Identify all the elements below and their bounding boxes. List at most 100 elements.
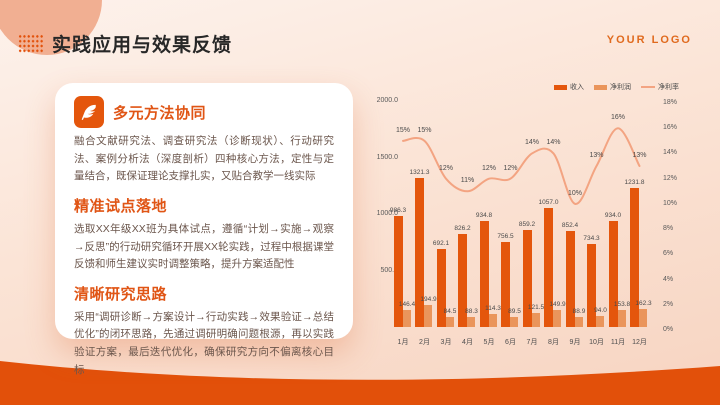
card-section: 清晰研究思路采用“调研诊断→方案设计→行动实践→效果验证→总结优化”的闭环思路，… <box>74 283 334 380</box>
y-axis-tick-label: 1000.0 <box>376 210 398 217</box>
legend-bar-swatch <box>594 84 607 90</box>
secondary-axis-tick-label: 14% <box>663 149 678 157</box>
revenue-chart: 收入 净利润 净利率 2000.0 1500.0 1000.0 500.0 18% 16% 14%… <box>372 78 716 354</box>
revenue-value-label: 734.3 <box>583 235 600 243</box>
y-axis-tick-label: 2000.0 <box>376 97 398 104</box>
legend-item: 收入 <box>554 82 584 92</box>
revenue-bar <box>522 229 532 327</box>
rate-value-label: 12% <box>481 164 496 172</box>
revenue-bar <box>501 241 510 327</box>
revenue-value-label: 1231.8 <box>624 178 645 186</box>
dots-grid-icon <box>18 34 44 53</box>
profit-bar <box>488 314 497 327</box>
profit-value-label: 94.0 <box>594 307 607 315</box>
secondary-axis-tick-label: 18% <box>663 99 678 106</box>
revenue-bar <box>436 248 446 327</box>
secondary-axis-tick-label: 12% <box>663 174 678 182</box>
revenue-value-label: 934.8 <box>475 212 493 220</box>
secondary-axis-tick-label: 8% <box>663 225 674 233</box>
rate-value-label: 14% <box>524 139 539 147</box>
profit-value-label: 84.5 <box>443 308 457 316</box>
section-body: 融合文献研究法、调查研究法（诊断现状）、行动研究法、案例分析法（深度剖析）四种核… <box>74 135 334 183</box>
secondary-axis-tick-label: 10% <box>663 199 678 207</box>
revenue-value-label: 756.5 <box>497 232 514 240</box>
revenue-bar <box>458 233 467 327</box>
revenue-value-label: 826.2 <box>454 224 471 232</box>
profit-value-label: 146.4 <box>398 301 416 309</box>
revenue-bar <box>544 207 553 327</box>
legend-bar-swatch <box>554 84 567 90</box>
profit-bar <box>424 304 432 327</box>
profit-value-label: 153.8 <box>613 300 631 308</box>
section-body: 选取XX年级XX班为具体试点，遵循“计划→实施→观察→反思”的行动研究循环开展X… <box>74 222 334 271</box>
legend-label: 收入 <box>570 84 584 91</box>
section-heading: 精准试点落地 <box>74 197 168 215</box>
card-section: 精准试点落地选取XX年级XX班为具体试点，遵循“计划→实施→观察→反思”的行动研… <box>74 195 334 274</box>
rate-value-label: 12% <box>438 164 453 172</box>
section-heading: 清晰研究思路 <box>74 285 168 303</box>
x-axis-month-label: 12月 <box>632 339 647 346</box>
profit-bar <box>639 308 647 327</box>
x-axis-month-label: 5月 <box>483 339 495 346</box>
rate-value-label: 16% <box>610 114 625 122</box>
profit-bar <box>553 310 561 327</box>
x-axis-month-label: 11月 <box>610 339 626 346</box>
section-heading-row: 多元方法协同 <box>74 96 334 128</box>
revenue-bar <box>565 230 575 327</box>
revenue-value-label: 692.1 <box>432 239 450 247</box>
x-axis-month-label: 6月 <box>505 339 516 346</box>
x-axis-month-label: 2月 <box>419 339 430 346</box>
rate-value-label: 13% <box>632 152 647 160</box>
revenue-bar <box>608 221 618 327</box>
rate-value-label: 15% <box>417 126 432 134</box>
legend-label: 净利率 <box>658 84 679 91</box>
revenue-value-label: 1057.0 <box>538 198 559 206</box>
secondary-axis-tick-label: 16% <box>663 124 678 132</box>
slide-header: 实践应用与效果反馈 <box>18 30 232 57</box>
legend-label: 净利润 <box>610 84 631 91</box>
revenue-bar <box>587 244 596 327</box>
profit-value-label: 194.9 <box>420 295 437 303</box>
revenue-value-label: 1321.3 <box>409 168 430 176</box>
x-axis-month-label: 4月 <box>462 339 473 346</box>
profit-value-label: 114.3 <box>485 305 501 313</box>
section-body: 采用“调研诊断→方案设计→行动实践→效果验证→总结优化”的闭环思路，先通过调研明… <box>74 310 334 376</box>
quill-icon-badge <box>74 96 104 128</box>
secondary-axis-tick-label: 0% <box>663 326 674 333</box>
profit-value-label: 162.3 <box>635 299 652 307</box>
x-axis-month-label: 8月 <box>548 339 559 346</box>
section-heading-row: 精准试点落地 <box>74 195 334 216</box>
chart-legend: 收入 净利润 净利率 <box>554 82 679 92</box>
profit-bar <box>402 310 411 327</box>
card-section: 多元方法协同融合文献研究法、调查研究法（诊断现状）、行动研究法、案例分析法（深度… <box>74 96 334 186</box>
x-axis-month-label: 3月 <box>440 339 452 346</box>
secondary-axis-tick-label: 2% <box>663 300 674 308</box>
legend-item: 净利率 <box>641 82 679 92</box>
section-heading-row: 清晰研究思路 <box>74 283 334 304</box>
x-axis-month-label: 1月 <box>397 339 409 346</box>
revenue-bar <box>479 221 489 327</box>
bottom-wave-decoration <box>0 361 720 405</box>
rate-value-label: 15% <box>395 126 410 134</box>
revenue-value-label: 859.2 <box>518 220 536 228</box>
profit-value-label: 89.5 <box>508 307 521 315</box>
profit-bar <box>531 313 540 327</box>
profit-value-label: 88.3 <box>465 308 478 316</box>
secondary-axis-tick-label: 6% <box>663 250 674 258</box>
rate-value-label: 12% <box>503 164 518 172</box>
profit-bar <box>596 316 604 327</box>
revenue-value-label: 986.3 <box>389 206 407 214</box>
x-axis-month-label: 10月 <box>589 339 604 346</box>
revenue-value-label: 852.4 <box>561 221 579 229</box>
legend-item: 净利润 <box>594 82 631 92</box>
rate-value-label: 14% <box>546 139 561 147</box>
page-title: 实践应用与效果反馈 <box>52 35 233 56</box>
y-axis-tick-label: 500.0 <box>380 266 398 274</box>
secondary-axis-tick-label: 4% <box>663 275 674 283</box>
profit-bar <box>445 317 454 327</box>
profit-value-label: 149.9 <box>549 301 566 309</box>
profit-bar <box>574 316 583 327</box>
x-axis-month-label: 7月 <box>526 339 538 346</box>
legend-line-swatch <box>641 86 655 88</box>
